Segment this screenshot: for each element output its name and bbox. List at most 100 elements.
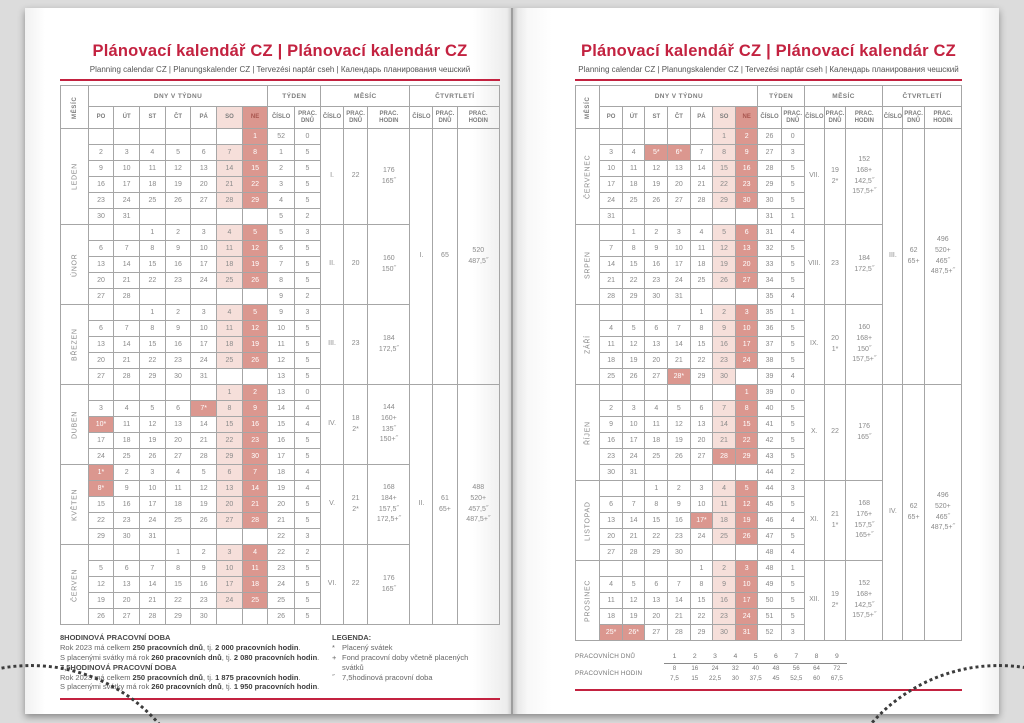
day-cell: 25 <box>216 272 243 289</box>
day-cell <box>667 304 691 321</box>
sub-column-header: PRAC. HODIN <box>923 106 963 129</box>
hours-days-value: 2 <box>684 650 705 664</box>
day-cell: 19 <box>644 176 669 193</box>
day-cell: 9 <box>87 160 115 177</box>
week-number-cell: 9 <box>267 288 295 305</box>
week-workdays-cell: 5 <box>293 560 322 577</box>
day-cell: 26 <box>621 368 646 385</box>
worktime-bold-value: 2 000 pracovních hodin <box>215 642 299 652</box>
week-workdays-cell: 4 <box>780 544 805 561</box>
day-cell: 23 <box>164 352 192 369</box>
day-cell <box>667 560 691 577</box>
day-cell <box>164 528 192 545</box>
day-cell: 16 <box>241 416 269 433</box>
week-number-cell: 52 <box>757 624 782 641</box>
quarter-roman-cell: IV. <box>882 384 904 641</box>
day-cell <box>689 544 714 561</box>
month-name-cell: KVĚTEN <box>60 464 89 545</box>
day-cell: 18 <box>241 576 269 593</box>
day-cell: 16 <box>712 592 736 609</box>
day-cell: 17 <box>139 496 166 513</box>
worktime-text: . <box>298 672 301 682</box>
day-cell: 25 <box>621 192 646 209</box>
week-number-cell: 13 <box>267 368 295 385</box>
hours-hours-value: 48 45 <box>772 665 780 682</box>
day-cell: 13 <box>164 416 192 433</box>
day-cell: 8 <box>216 400 243 417</box>
week-workdays-cell: 5 <box>780 496 805 513</box>
week-workdays-cell: 5 <box>780 400 805 417</box>
day-cell: 5 <box>621 320 646 337</box>
day-cell: 2 <box>164 224 192 241</box>
calendar-table: MĚSÍC DNY V TÝDNU TÝDEN MĚSÍC ČTVRTLETÍ PO ÚT S… <box>575 85 963 641</box>
day-cell: 4 <box>216 304 243 321</box>
title-rule <box>575 79 962 81</box>
week-number-cell: 14 <box>267 400 295 417</box>
day-cell: 6 <box>689 400 714 417</box>
day-cell: 16 <box>87 176 115 193</box>
day-cell: 16 <box>667 512 691 529</box>
day-cell <box>667 208 691 225</box>
day-cell: 8 <box>644 496 669 513</box>
month-workdays-cell: 23 <box>342 304 369 385</box>
day-cell: 24 <box>599 192 623 209</box>
day-cell: 28* <box>667 368 691 385</box>
day-cell: 1 <box>644 480 669 497</box>
day-cell: 31 <box>599 208 623 225</box>
day-cell <box>139 384 166 401</box>
day-cell: 27 <box>689 448 714 465</box>
day-cell: 26 <box>164 192 192 209</box>
day-cell: 19 <box>241 256 269 273</box>
day-cell: 25 <box>164 512 192 529</box>
day-cell <box>621 128 646 145</box>
week-row: 6 7 8 9 10 11 12 10 5 <box>61 320 500 337</box>
column-group-header: MĚSÍC <box>60 85 89 129</box>
worktime-bold-value: 1 950 pracovních hodin <box>233 682 318 692</box>
week-number-cell: 31 <box>757 208 782 225</box>
day-cell: 17 <box>190 256 218 273</box>
day-cell <box>734 544 759 561</box>
day-cell: 28 <box>113 368 140 385</box>
day-cell: 6 <box>164 400 192 417</box>
day-cell: 10 <box>113 160 140 177</box>
day-cell: 14 <box>113 256 140 273</box>
day-cell: 4 <box>241 544 269 561</box>
day-cell: 11 <box>216 320 243 337</box>
day-cell <box>87 544 115 561</box>
month-hours-cell: 168 184+ 157,5˝ 172,5+˝ <box>367 464 411 545</box>
day-cell: 9 <box>734 144 759 161</box>
day-cell: 27 <box>87 368 115 385</box>
worktime-bold-value: 260 pracovních dnů <box>151 682 222 692</box>
day-cell: 2 <box>734 128 759 145</box>
day-cell: 27 <box>667 192 691 209</box>
day-cell: 11 <box>644 416 669 433</box>
day-cell: 15 <box>734 416 759 433</box>
day-cell: 9 <box>241 400 269 417</box>
day-cell: 16 <box>599 432 623 449</box>
week-workdays-cell: 3 <box>293 528 322 545</box>
week-number-cell: 13 <box>267 384 295 401</box>
day-of-week-header: ÚT <box>113 106 140 129</box>
day-cell: 7 <box>712 400 736 417</box>
week-workdays-cell: 4 <box>780 512 805 529</box>
day-cell: 3 <box>190 304 218 321</box>
day-cell: 9 <box>667 496 691 513</box>
day-cell: 20 <box>113 592 140 609</box>
week-row: LISTOPAD 1 2 3 4 5 44 3 XI. 21 1* 168 176+ 157,5˝ … <box>575 480 962 561</box>
day-cell: 30 <box>644 288 669 305</box>
day-cell <box>689 384 714 401</box>
worktime-line: Rok 2023 má celkem 250 pracovních dnů, t… <box>60 643 322 653</box>
day-cell: 8 <box>621 240 646 257</box>
worktime-text: , tj. <box>221 682 234 692</box>
week-number-cell: 48 <box>757 544 782 561</box>
day-of-week-header: SO <box>712 106 736 129</box>
week-row: 10* 11 12 13 14 15 16 15 4 <box>61 416 500 433</box>
day-cell <box>621 480 646 497</box>
quarter-hours-cell: 520 487,5˝ <box>456 128 501 385</box>
day-cell: 18 <box>164 496 192 513</box>
day-cell <box>644 464 669 481</box>
week-row: 27 28 29 30 31 13 5 <box>61 368 500 385</box>
day-cell: 29 <box>712 192 736 209</box>
month-workdays-cell: 22 <box>342 544 369 625</box>
quarter-workdays-cell: 65 <box>432 128 458 385</box>
